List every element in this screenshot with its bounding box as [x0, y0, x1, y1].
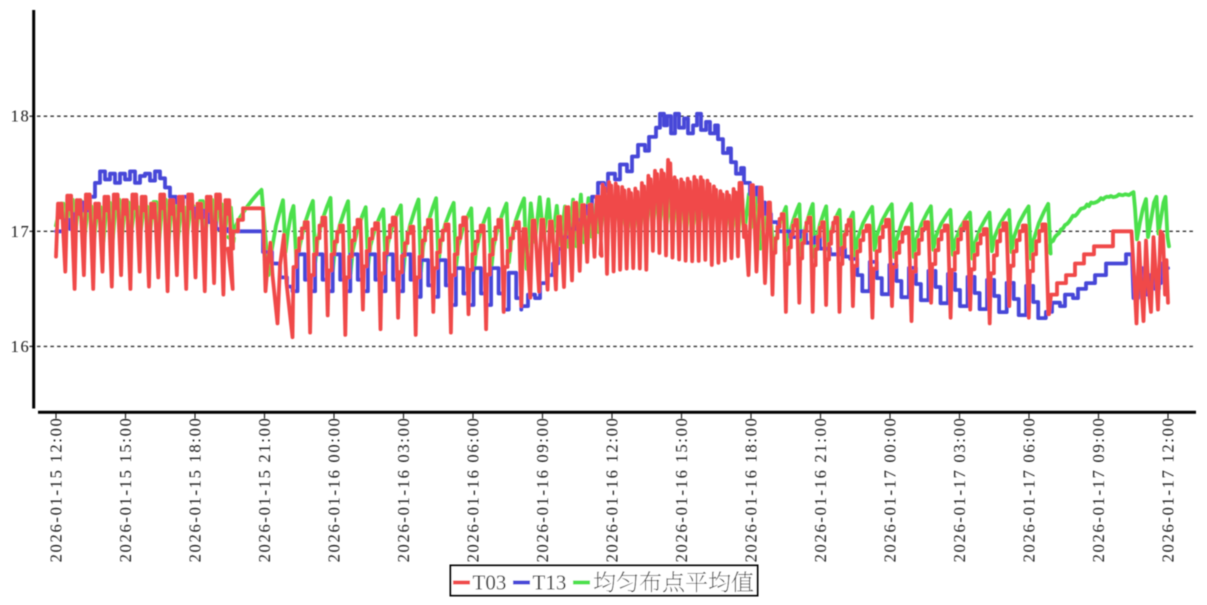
svg-text:2026-01-15 18:00: 2026-01-15 18:00	[186, 417, 205, 563]
svg-text:2026-01-17 06:00: 2026-01-17 06:00	[1020, 417, 1039, 563]
svg-text:T13: T13	[533, 571, 567, 595]
svg-text:T03: T03	[473, 571, 507, 595]
svg-text:2026-01-17 12:00: 2026-01-17 12:00	[1159, 417, 1178, 563]
svg-text:2026-01-16 18:00: 2026-01-16 18:00	[742, 417, 761, 563]
svg-text:2026-01-17 00:00: 2026-01-17 00:00	[881, 417, 900, 563]
svg-text:18: 18	[11, 107, 31, 126]
svg-text:16: 16	[11, 337, 31, 356]
svg-text:2026-01-16 06:00: 2026-01-16 06:00	[464, 417, 483, 563]
svg-text:2026-01-16 00:00: 2026-01-16 00:00	[325, 417, 344, 563]
svg-text:2026-01-16 15:00: 2026-01-16 15:00	[672, 417, 691, 563]
svg-text:2026-01-16 12:00: 2026-01-16 12:00	[603, 417, 622, 563]
svg-text:2026-01-15 21:00: 2026-01-15 21:00	[255, 417, 274, 563]
svg-text:2026-01-16 21:00: 2026-01-16 21:00	[811, 417, 830, 563]
svg-text:17: 17	[11, 222, 31, 241]
svg-text:2026-01-16 03:00: 2026-01-16 03:00	[394, 417, 413, 563]
svg-text:2026-01-17 03:00: 2026-01-17 03:00	[950, 417, 969, 563]
svg-text:2026-01-15 15:00: 2026-01-15 15:00	[116, 417, 135, 563]
svg-text:2026-01-15 12:00: 2026-01-15 12:00	[47, 417, 66, 563]
svg-text:2026-01-17 09:00: 2026-01-17 09:00	[1089, 417, 1108, 563]
svg-text:2026-01-16 09:00: 2026-01-16 09:00	[533, 417, 552, 563]
